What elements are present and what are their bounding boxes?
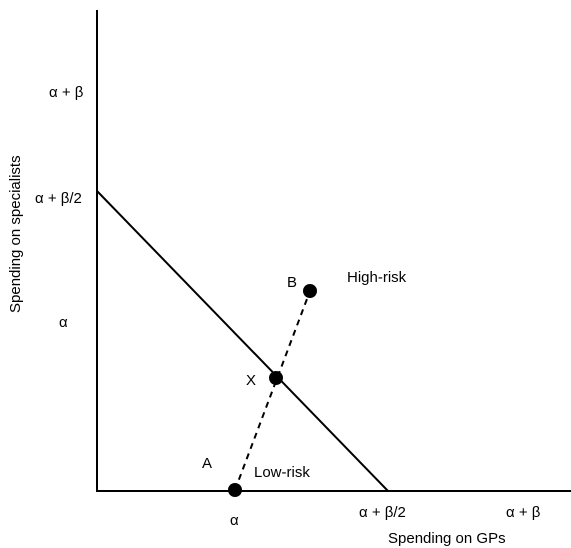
x-tick-alpha: α xyxy=(230,512,239,529)
budget-line xyxy=(96,190,389,492)
x-tick-alpha-plus-beta: α + β xyxy=(506,504,541,521)
point-x-marker xyxy=(269,371,283,385)
x-axis-title: Spending on GPs xyxy=(388,530,506,547)
y-tick-alpha-plus-half-beta: α + β/2 xyxy=(35,190,82,207)
point-x-label: X xyxy=(246,372,256,389)
high-risk-label: High-risk xyxy=(347,269,407,286)
risk-dashed-line xyxy=(234,290,311,491)
x-tick-alpha-plus-half-beta: α + β/2 xyxy=(359,504,406,521)
point-a-label: A xyxy=(202,455,212,472)
point-b-label: B xyxy=(287,274,297,291)
point-b-marker xyxy=(303,284,317,298)
point-a-marker xyxy=(228,483,242,497)
y-tick-alpha-plus-beta: α + β xyxy=(49,84,84,101)
low-risk-label: Low-risk xyxy=(254,464,310,481)
y-tick-alpha: α xyxy=(59,314,68,331)
y-axis-title: Spending on specialists xyxy=(7,155,24,313)
